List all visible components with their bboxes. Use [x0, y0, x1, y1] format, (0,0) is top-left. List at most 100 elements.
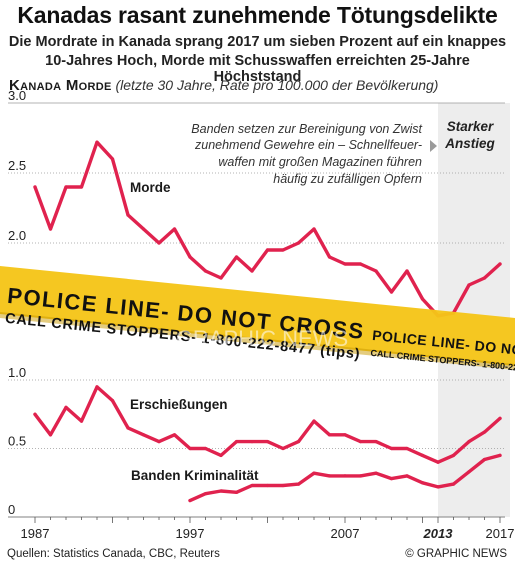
data-point — [141, 433, 146, 437]
data-point — [343, 474, 347, 478]
data-point — [48, 227, 53, 231]
data-point — [141, 227, 146, 231]
section-label: Kanada Morde — [9, 77, 112, 94]
data-point — [312, 419, 316, 423]
sharp-rise-label: Starker Anstieg — [444, 119, 495, 151]
y-tick-label: 2.0 — [8, 228, 26, 243]
y-tick-label: 3.0 — [8, 88, 26, 103]
axes: 3.0 2.5 2.0 1.0 0.5 0 1987 1997 2007 2013 2017 — [8, 88, 514, 541]
data-point — [467, 283, 471, 287]
data-point — [420, 453, 425, 457]
x-tick-label: 1997 — [176, 526, 205, 541]
sharp-rise-line-1: Starker — [447, 119, 494, 134]
data-point — [203, 269, 208, 273]
data-point — [188, 255, 192, 259]
data-point — [358, 262, 363, 266]
x-tick-label: 2007 — [331, 526, 360, 541]
data-point — [374, 471, 378, 475]
series-line-erschiessungen — [33, 385, 502, 464]
data-point — [188, 498, 192, 503]
subtitle-line-1: Die Mordrate in Kanada sprang 2017 um si… — [8, 34, 507, 50]
data-point — [95, 140, 99, 144]
arrow-icon — [430, 140, 437, 152]
data-point — [296, 241, 301, 245]
data-point — [296, 482, 301, 486]
data-point — [482, 276, 487, 280]
y-tick-label: 0.5 — [8, 434, 26, 449]
data-point — [389, 446, 394, 451]
data-point — [420, 481, 425, 485]
data-point — [64, 405, 68, 409]
data-point — [219, 276, 223, 280]
watermark: GRAPHIC NEWS — [176, 326, 348, 351]
data-point — [250, 269, 254, 273]
data-point — [188, 446, 192, 451]
data-point — [405, 446, 409, 451]
data-point — [498, 262, 502, 266]
highlight-band — [438, 103, 510, 517]
series-label-banden-kriminalitaet: Banden Kriminalität — [131, 468, 259, 483]
data-point — [327, 255, 332, 259]
data-point — [467, 470, 471, 474]
data-point — [265, 440, 270, 444]
data-point — [405, 474, 409, 478]
data-point — [451, 453, 456, 457]
data-point — [281, 446, 285, 451]
data-point — [64, 185, 68, 189]
gangs-note-line-1: Banden setzen zur Bereinigung von Zwist — [191, 122, 422, 136]
y-tick-label: 0 — [8, 502, 15, 517]
data-point — [327, 474, 332, 478]
data-point — [312, 227, 316, 231]
data-point — [203, 492, 208, 496]
data-point — [172, 227, 177, 231]
gangs-note-line-2: zunehmend Gewehre ein – Schnellfeuer- — [194, 138, 422, 152]
data-point — [281, 483, 285, 488]
section-header: Kanada Morde (letzte 30 Jahre, Rate pro … — [9, 77, 438, 94]
data-point — [250, 483, 254, 488]
section-note: (letzte 30 Jahre, Rate pro 100.000 der B… — [115, 77, 439, 93]
data-point — [498, 416, 502, 420]
data-point — [343, 262, 347, 266]
data-point — [265, 483, 270, 488]
series-label-erschiessungen: Erschießungen — [130, 397, 228, 412]
y-tick-label: 1.0 — [8, 365, 26, 380]
data-point — [126, 426, 130, 430]
data-point — [48, 433, 53, 437]
subtitle-line-2: 10-Jahres Hoch, Morde mit Schusswaffen e… — [45, 53, 470, 85]
data-point — [358, 474, 363, 478]
data-point — [33, 412, 37, 416]
data-point — [467, 440, 471, 444]
x-tick-label: 1987 — [21, 526, 50, 541]
data-point — [327, 433, 332, 437]
data-point — [203, 446, 208, 451]
y-tick-label: 2.5 — [8, 158, 26, 173]
data-point — [405, 269, 409, 273]
data-point — [79, 419, 84, 423]
data-point — [389, 290, 394, 294]
data-point — [312, 471, 316, 475]
series-label-morde: Morde — [130, 180, 171, 195]
data-point — [250, 440, 254, 444]
sources: Quellen: Statistics Canada, CBC, Reuters — [7, 548, 220, 560]
data-point — [157, 241, 161, 245]
data-points — [33, 140, 502, 503]
data-point — [343, 433, 347, 437]
data-point — [126, 213, 130, 217]
data-point — [436, 460, 440, 464]
gangs-note-line-3: waffen mit großen Magazinen führen — [218, 155, 422, 169]
data-point — [265, 248, 270, 252]
data-point — [296, 440, 301, 444]
data-point — [219, 489, 223, 493]
police-tape-shadow — [0, 312, 515, 370]
data-point — [482, 430, 487, 434]
police-tape — [0, 266, 515, 366]
gangs-note-line-4: häufig zu zufälligen Opfern — [273, 172, 422, 186]
data-point — [234, 440, 239, 444]
data-point — [234, 255, 239, 259]
data-point — [498, 453, 502, 457]
data-point — [389, 477, 394, 481]
data-point — [157, 440, 161, 444]
data-point — [110, 157, 115, 161]
data-point — [358, 440, 363, 444]
